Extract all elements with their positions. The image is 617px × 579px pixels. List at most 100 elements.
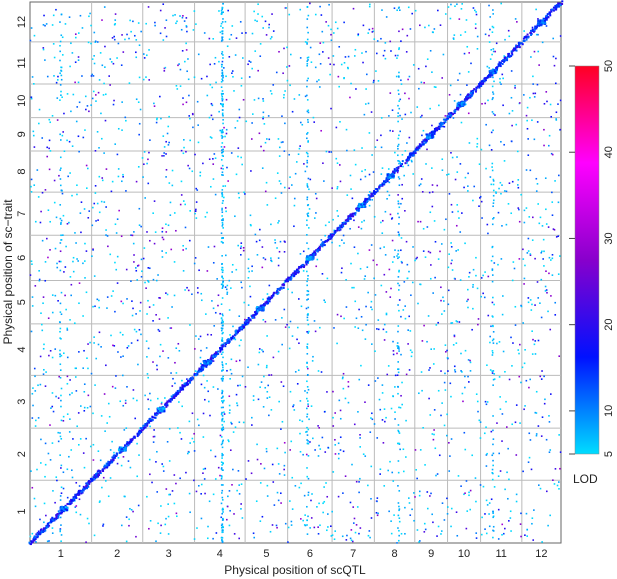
data-point bbox=[238, 344, 241, 347]
data-point bbox=[368, 132, 371, 134]
data-point bbox=[397, 167, 400, 170]
data-point bbox=[382, 182, 385, 185]
data-point bbox=[86, 357, 88, 360]
data-point bbox=[213, 153, 216, 155]
data-point bbox=[220, 413, 223, 416]
data-point bbox=[542, 258, 544, 260]
data-point bbox=[199, 368, 202, 371]
data-point bbox=[509, 510, 512, 513]
data-point bbox=[221, 442, 224, 445]
data-point bbox=[325, 150, 328, 153]
data-point bbox=[125, 442, 128, 445]
data-point bbox=[82, 315, 84, 317]
data-point bbox=[529, 439, 532, 441]
data-point bbox=[247, 304, 250, 306]
data-point bbox=[372, 30, 375, 33]
data-point bbox=[220, 146, 223, 148]
data-point bbox=[121, 34, 123, 36]
data-point bbox=[260, 304, 263, 307]
data-point bbox=[298, 298, 300, 300]
data-point bbox=[213, 325, 216, 327]
data-point bbox=[222, 321, 224, 324]
data-point bbox=[59, 321, 61, 324]
data-point bbox=[220, 81, 223, 83]
data-point bbox=[444, 115, 447, 117]
data-point bbox=[306, 319, 309, 321]
data-point bbox=[212, 158, 214, 160]
data-point bbox=[398, 270, 400, 273]
data-point bbox=[409, 349, 412, 352]
data-point bbox=[442, 125, 444, 128]
data-point bbox=[129, 466, 132, 469]
data-point bbox=[536, 83, 539, 86]
data-point bbox=[272, 30, 275, 32]
data-point bbox=[109, 84, 111, 86]
data-point bbox=[227, 338, 230, 341]
data-point bbox=[266, 293, 269, 295]
data-point bbox=[558, 2, 561, 5]
data-point bbox=[461, 371, 463, 373]
data-point bbox=[416, 529, 419, 531]
data-point bbox=[551, 253, 554, 256]
data-point bbox=[240, 327, 243, 330]
data-point bbox=[408, 497, 410, 499]
data-point bbox=[531, 29, 534, 32]
data-point bbox=[106, 296, 109, 298]
data-point bbox=[212, 386, 215, 388]
data-point bbox=[316, 506, 318, 508]
data-point bbox=[312, 355, 314, 358]
data-point bbox=[530, 56, 532, 58]
data-point bbox=[220, 461, 223, 463]
data-point bbox=[381, 392, 384, 394]
data-point bbox=[307, 428, 310, 431]
data-point bbox=[288, 187, 290, 190]
data-point bbox=[526, 106, 529, 109]
data-point bbox=[307, 293, 310, 296]
data-point bbox=[378, 186, 381, 189]
data-point bbox=[230, 421, 232, 424]
data-point bbox=[398, 350, 400, 352]
data-point bbox=[110, 459, 113, 462]
data-point bbox=[157, 274, 159, 276]
data-point bbox=[221, 361, 224, 363]
data-point bbox=[108, 415, 111, 418]
data-point bbox=[221, 189, 224, 191]
data-point bbox=[61, 134, 64, 137]
data-point bbox=[398, 348, 400, 350]
data-point bbox=[220, 268, 223, 271]
data-point bbox=[188, 380, 191, 383]
data-point bbox=[451, 269, 454, 271]
data-point bbox=[111, 460, 114, 463]
data-point bbox=[180, 149, 183, 152]
data-point bbox=[314, 330, 317, 333]
data-point bbox=[117, 448, 120, 451]
data-point bbox=[159, 32, 162, 35]
data-point bbox=[489, 341, 491, 344]
data-point bbox=[90, 477, 93, 480]
data-point bbox=[459, 279, 462, 281]
data-point bbox=[247, 258, 250, 261]
data-point bbox=[266, 390, 269, 393]
data-point bbox=[363, 113, 366, 116]
data-point bbox=[406, 277, 409, 280]
data-point bbox=[167, 224, 170, 227]
data-point bbox=[397, 137, 400, 140]
data-point bbox=[557, 273, 560, 275]
data-point bbox=[397, 347, 400, 349]
data-point bbox=[143, 57, 146, 59]
data-point bbox=[77, 81, 80, 84]
data-point bbox=[208, 158, 211, 161]
data-point bbox=[445, 434, 448, 437]
data-point bbox=[445, 218, 447, 221]
data-point bbox=[475, 274, 477, 277]
data-point bbox=[148, 527, 150, 530]
data-point bbox=[177, 427, 179, 429]
data-point bbox=[222, 331, 224, 334]
data-point bbox=[382, 54, 385, 57]
data-point bbox=[302, 250, 305, 253]
data-point bbox=[320, 14, 323, 16]
data-point bbox=[455, 511, 458, 513]
data-point bbox=[552, 6, 555, 9]
data-point bbox=[174, 361, 176, 364]
data-point bbox=[192, 113, 194, 116]
